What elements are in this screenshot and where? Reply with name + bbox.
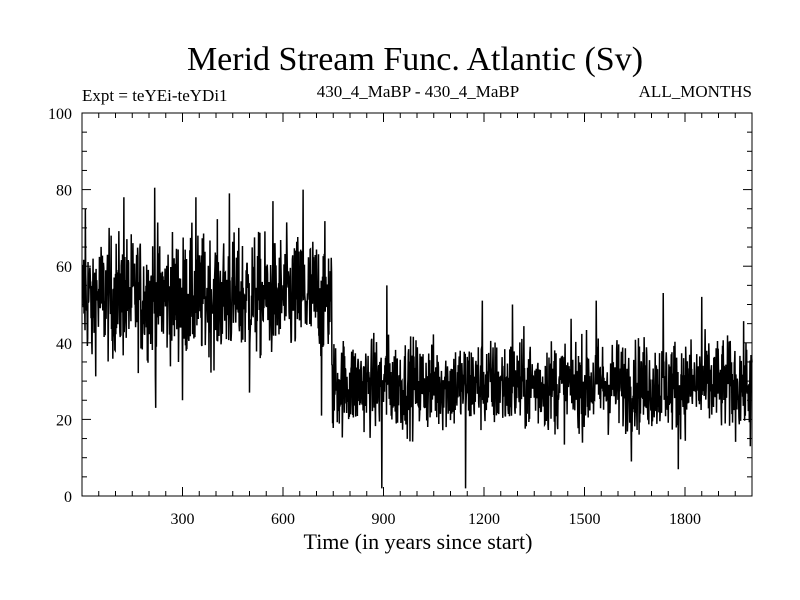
x-tick-labels: 300 600 900 1200 1500 1800	[171, 511, 702, 528]
period-label: ALL_MONTHS	[639, 82, 752, 101]
y-tick-label: 0	[64, 489, 72, 506]
chart-subtitle: 430_4_MaBP - 430_4_MaBP	[317, 82, 519, 101]
x-tick-label: 600	[271, 511, 295, 528]
y-tick-label: 20	[56, 412, 72, 429]
x-tick-label: 300	[171, 511, 195, 528]
tick-marks	[82, 113, 752, 496]
y-tick-label: 100	[48, 106, 72, 123]
x-tick-label: 1500	[569, 511, 601, 528]
expt-label: Expt = teYEi-teYDi1	[82, 86, 228, 105]
y-tick-label: 80	[56, 183, 72, 200]
x-tick-label: 1800	[669, 511, 701, 528]
x-tick-label: 900	[372, 511, 396, 528]
x-axis-label: Time (in years since start)	[304, 529, 533, 554]
y-tick-label: 60	[56, 259, 72, 276]
y-tick-labels: 0 20 40 60 80 100	[48, 106, 72, 506]
series-line	[81, 187, 753, 489]
plot-frame	[81, 112, 753, 497]
chart-title: Merid Stream Func. Atlantic (Sv)	[187, 41, 643, 78]
y-tick-label: 40	[56, 336, 72, 353]
x-tick-label: 1200	[468, 511, 500, 528]
